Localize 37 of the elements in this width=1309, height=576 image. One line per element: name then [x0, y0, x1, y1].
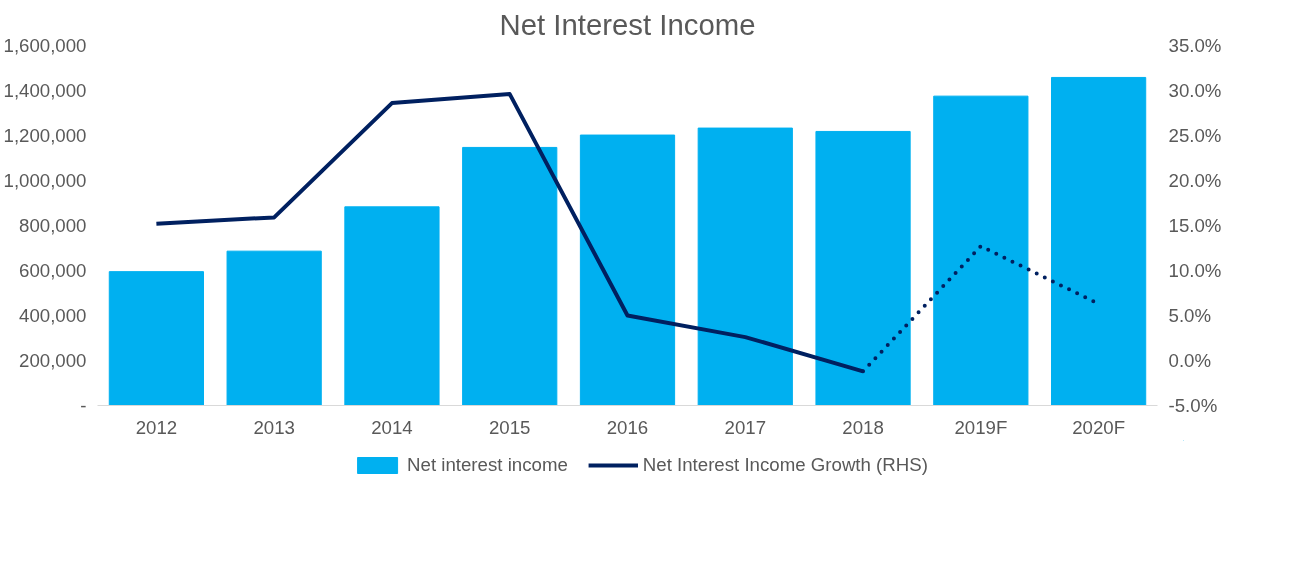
bar [108, 271, 204, 406]
y-tick-label: 1,600,000 [3, 35, 87, 56]
y-tick-label: - [80, 395, 87, 416]
legend-label: Net Interest Income Growth (RHS) [642, 454, 928, 476]
x-tick-label: 2019F [954, 416, 1008, 438]
y-tick-label: 800,000 [19, 215, 87, 236]
y-tick-label: 200,000 [19, 350, 87, 371]
y2-tick-label: 30.0% [1168, 80, 1222, 101]
bar [226, 250, 322, 406]
y2-tick-label: 10.0% [1168, 260, 1222, 281]
x-tick-label: 2016 [606, 416, 649, 438]
y-tick-label: 1,000,000 [3, 170, 87, 191]
y-tick-label: 1,400,000 [3, 80, 87, 101]
y2-tick-label: 15.0% [1168, 215, 1222, 236]
bar [462, 146, 558, 406]
y-tick-label: 1,200,000 [3, 125, 87, 146]
y-tick-label: 400,000 [19, 305, 87, 326]
y2-tick-label: 0.0% [1168, 350, 1212, 371]
x-tick-label: 2012 [135, 416, 178, 438]
x-tick-label: 2015 [488, 416, 531, 438]
y2-tick-label: 20.0% [1168, 170, 1222, 191]
x-tick-label: 2018 [842, 416, 884, 438]
x-tick-label: 2014 [371, 416, 413, 438]
x-tick-label: 2013 [253, 416, 295, 438]
legend-label: Net interest income [407, 454, 568, 476]
chart-title: Net Interest Income [499, 7, 756, 41]
y2-tick-label: 25.0% [1168, 125, 1222, 146]
x-tick-label: 2017 [724, 416, 767, 438]
y2-tick-label: 5.0% [1168, 305, 1212, 326]
y-tick-label: 600,000 [19, 260, 87, 281]
bar [697, 127, 793, 406]
y2-tick-label: 35.0% [1168, 35, 1222, 56]
bar [344, 206, 440, 406]
y2-tick-label: -5.0% [1168, 395, 1218, 416]
x-tick-label: 2020F [1072, 416, 1126, 438]
bar [1051, 76, 1147, 406]
bar [579, 134, 676, 406]
